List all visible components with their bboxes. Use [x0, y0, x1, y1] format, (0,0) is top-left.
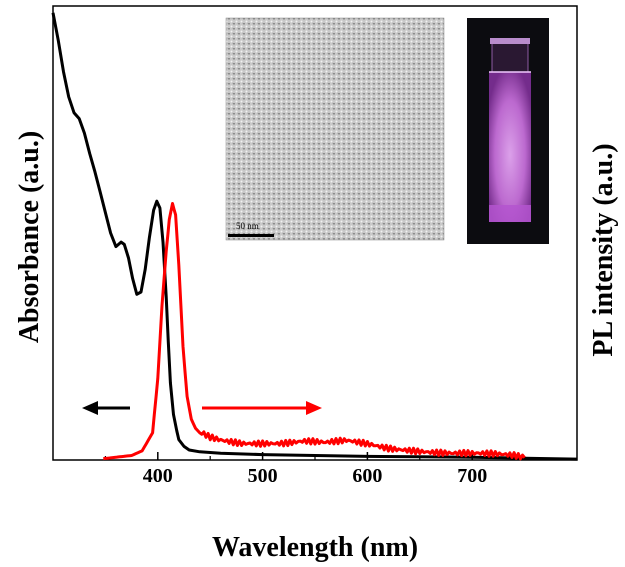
x-tick-label: 500: [248, 465, 278, 487]
x-tick-label: 700: [457, 465, 487, 487]
x-tick-label: 400: [143, 465, 173, 487]
scale-bar-label: 50 nm: [236, 221, 259, 231]
absorbance-curve: [51, 12, 578, 461]
absorbance-axis-arrow: [82, 401, 130, 415]
x-tick-label: 600: [352, 465, 382, 487]
left-axis-title: Absorbance (a.u.): [14, 131, 45, 343]
pl-curve: [103, 202, 526, 461]
tem-inset: 50 nm: [225, 17, 445, 241]
cuvette-photo-inset: [467, 18, 549, 244]
right-axis-title: PL intensity (a.u.): [588, 143, 619, 356]
x-axis-title: Wavelength (nm): [212, 532, 418, 563]
pl-axis-arrow: [202, 401, 322, 415]
scale-bar: [228, 234, 274, 237]
x-axis-tick-labels: 400 500 600 700: [143, 465, 487, 487]
